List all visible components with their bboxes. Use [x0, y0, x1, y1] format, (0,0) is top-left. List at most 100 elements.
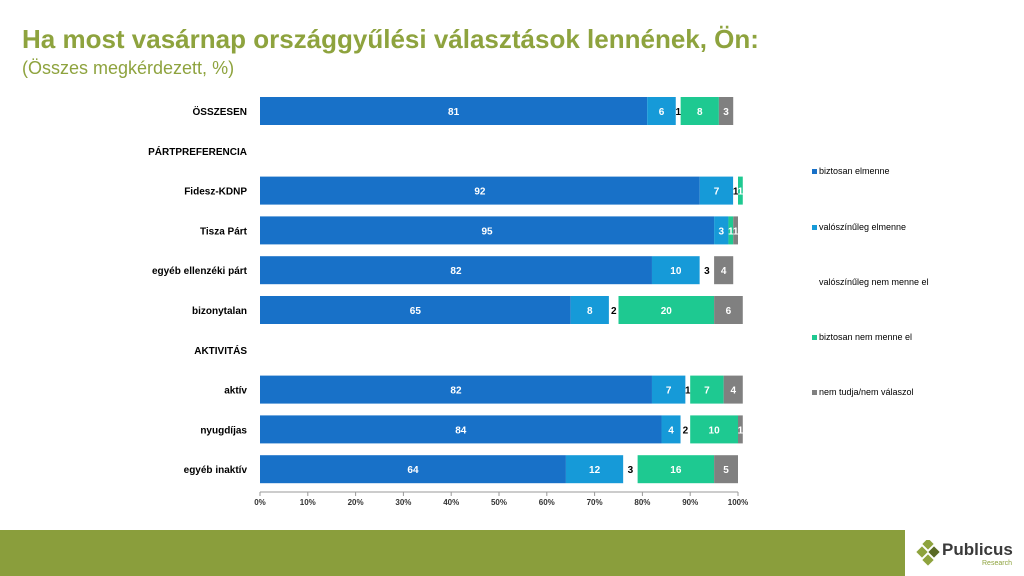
data-label: 3	[704, 266, 710, 277]
x-tick-label: 0%	[254, 498, 266, 507]
bar-segment	[675, 97, 681, 125]
data-label: 20	[661, 306, 673, 317]
bar-segment	[733, 216, 738, 245]
data-label: 7	[714, 187, 720, 198]
data-label: 92	[474, 187, 486, 198]
x-tick-label: 80%	[634, 498, 650, 507]
legend-label: biztosan nem menne el	[819, 332, 913, 342]
data-label: 65	[410, 306, 422, 317]
data-label: 4	[730, 386, 736, 397]
x-tick-label: 30%	[395, 498, 411, 507]
logo-name: Publicus	[942, 540, 1013, 559]
data-label: 81	[448, 107, 460, 118]
legend-item: biztosan nem menne el	[812, 332, 912, 342]
bar-segment	[728, 216, 734, 245]
row-label: egyéb inaktív	[184, 465, 248, 476]
bar-segment	[260, 97, 648, 125]
bar-segment	[260, 415, 662, 444]
data-label: 1	[733, 226, 739, 237]
x-tick-label: 60%	[539, 498, 555, 507]
x-tick-label: 70%	[587, 498, 603, 507]
bar-segment	[260, 296, 571, 324]
bar-segment	[699, 256, 715, 285]
bar-segment	[637, 455, 715, 484]
data-label: 6	[659, 107, 665, 118]
publicus-logo: Publicus Research	[916, 538, 1020, 570]
footer-bar	[0, 530, 1024, 576]
bar-segment	[714, 256, 734, 285]
bar-segment	[661, 415, 681, 444]
data-label: 1	[728, 226, 734, 237]
data-label: 8	[697, 107, 703, 118]
logo-subname: Research	[982, 560, 1012, 567]
x-tick-label: 10%	[300, 498, 316, 507]
data-label: 2	[683, 425, 689, 436]
page-subtitle: (Összes megkérdezett, %)	[22, 58, 235, 78]
data-label: 5	[723, 465, 729, 476]
row-label: aktív	[224, 386, 247, 397]
data-label: 1	[738, 425, 744, 436]
x-tick-label: 40%	[443, 498, 459, 507]
bar-segment	[738, 176, 743, 205]
publicus-logo-icon	[916, 540, 940, 566]
row-label: bizonytalan	[192, 306, 247, 317]
bar-segment	[651, 256, 700, 285]
row-label: ÖSSZESEN	[193, 105, 247, 118]
bar-segment	[623, 455, 638, 484]
legend-item: valószínűleg nem menne el	[812, 277, 929, 287]
data-label: 95	[481, 226, 493, 237]
bar-segment	[608, 296, 619, 324]
bar-segment	[260, 375, 652, 404]
legend-item: valószínűleg elmenne	[812, 222, 906, 232]
bar-segment	[680, 415, 691, 444]
legend-item: biztosan elmenne	[812, 166, 890, 176]
row-label: PÁRTPREFERENCIA	[148, 145, 247, 158]
data-label: 1	[675, 107, 681, 118]
data-label: 10	[670, 266, 682, 277]
bar-segment	[690, 415, 738, 444]
data-label: 3	[718, 226, 724, 237]
x-tick-label: 50%	[491, 498, 507, 507]
data-label: 4	[668, 425, 674, 436]
bar-segment	[733, 176, 738, 205]
legend-label: valószínűleg nem menne el	[819, 277, 929, 287]
bar-segment	[699, 176, 734, 205]
data-label: 4	[721, 266, 727, 277]
x-tick-label: 20%	[348, 498, 364, 507]
bar-segment	[718, 97, 734, 125]
bar-segment	[714, 455, 738, 484]
row-label: Fidesz-KDNP	[184, 187, 247, 198]
page-title: Ha most vasárnap országgyűlési választás…	[22, 24, 759, 54]
bar-segment	[647, 97, 676, 125]
bar-segment	[651, 375, 686, 404]
bar-segment	[570, 296, 609, 324]
data-label: 2	[611, 306, 617, 317]
data-label: 1	[685, 386, 691, 397]
bar-segment	[260, 256, 652, 285]
data-label: 7	[704, 386, 710, 397]
data-label: 1	[733, 187, 739, 198]
row-label: nyugdíjas	[200, 425, 247, 436]
legend-label: biztosan elmenne	[819, 166, 890, 176]
stacked-bar-chart: ÖSSZESEN 81 6 1 8 3PÁRTPREFERENCIAFidesz-KDNP…	[148, 97, 748, 507]
bar-segment	[690, 375, 724, 404]
legend-swatch	[812, 225, 817, 231]
data-label: 84	[455, 425, 467, 436]
row-label: egyéb ellenzéki párt	[152, 266, 248, 277]
legend-item: nem tudja/nem válaszol	[812, 387, 914, 397]
bar-segment	[714, 296, 743, 324]
bar-segment	[618, 296, 715, 324]
bar-segment	[723, 375, 743, 404]
data-label: 6	[726, 306, 732, 317]
x-tick-label: 100%	[728, 498, 748, 507]
row-label: Tisza Párt	[200, 226, 248, 237]
bar-segment	[260, 455, 566, 484]
row-label: AKTIVITÁS	[194, 344, 247, 357]
legend-label: valószínűleg elmenne	[819, 222, 907, 232]
data-label: 64	[407, 465, 419, 476]
bar-segment	[260, 176, 700, 205]
data-label: 3	[723, 107, 729, 118]
data-label: 3	[628, 465, 634, 476]
bar-segment	[680, 97, 719, 125]
legend-swatch	[812, 335, 817, 341]
